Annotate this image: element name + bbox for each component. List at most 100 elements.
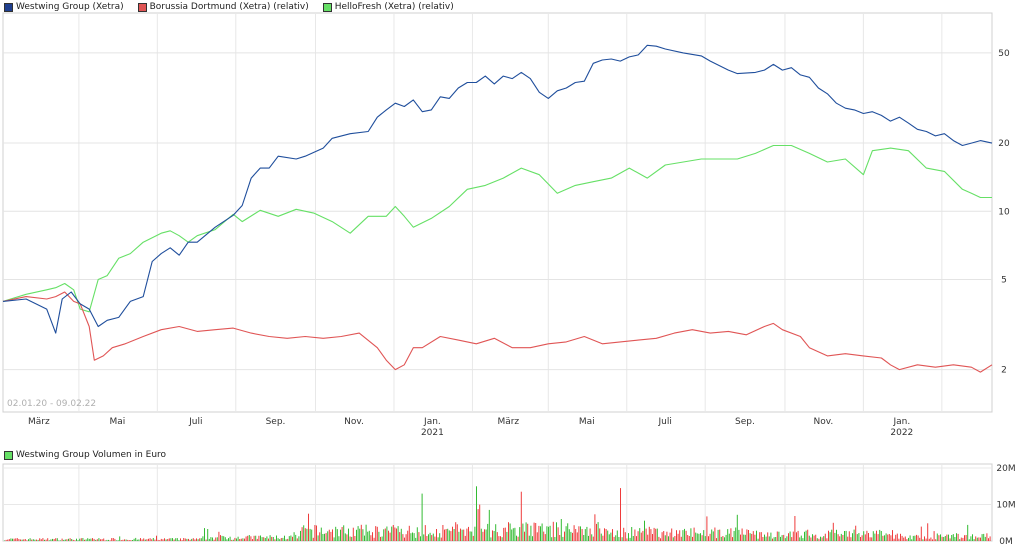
volume-bar xyxy=(282,537,284,541)
volume-bar xyxy=(757,538,759,541)
volume-bar xyxy=(863,531,865,541)
volume-bar xyxy=(29,538,31,541)
volume-bar xyxy=(236,538,237,541)
volume-bar xyxy=(463,529,465,541)
volume-bar xyxy=(413,533,415,541)
volume-bar xyxy=(436,529,437,541)
volume-bar xyxy=(288,536,290,541)
volume-bar xyxy=(135,537,137,541)
chart-legend: Westwing Group (Xetra) Borussia Dortmund… xyxy=(4,1,454,13)
volume-bar xyxy=(631,527,633,541)
volume-bar xyxy=(927,523,929,541)
volume-bar xyxy=(788,533,789,541)
volume-bar xyxy=(528,535,530,541)
volume-bar xyxy=(740,534,741,541)
volume-bar xyxy=(919,537,921,541)
volume-bar xyxy=(71,539,73,541)
volume-bar xyxy=(293,532,295,541)
volume-bar xyxy=(84,539,85,541)
volume-bar xyxy=(810,537,812,541)
volume-bar xyxy=(975,536,977,541)
volume-bar xyxy=(106,539,108,541)
x-tick-label: Nov. xyxy=(344,417,364,427)
volume-bar xyxy=(895,534,897,541)
volume-bar xyxy=(906,539,908,541)
volume-bar xyxy=(576,532,578,541)
volume-bar xyxy=(749,533,751,541)
volume-bar xyxy=(373,537,375,541)
volume-bar xyxy=(389,532,391,541)
volume-bar xyxy=(829,532,831,541)
volume-bar xyxy=(296,538,298,541)
volume-bar xyxy=(444,529,445,541)
volume-bar xyxy=(261,537,263,541)
volume-bar xyxy=(335,526,337,541)
volume-bar xyxy=(684,528,685,541)
legend-swatch-bvb xyxy=(137,2,147,12)
volume-bar xyxy=(180,538,181,541)
volume-bar xyxy=(903,537,905,541)
volume-bar xyxy=(762,537,764,541)
volume-bar xyxy=(544,534,546,541)
series-line-westwing xyxy=(2,44,993,334)
volume-bar xyxy=(309,528,311,541)
volume-bar xyxy=(397,526,399,541)
volume-bar xyxy=(292,536,293,541)
volume-bar xyxy=(378,531,380,541)
volume-bar xyxy=(660,538,661,541)
volume-bar xyxy=(730,528,732,541)
volume-bar xyxy=(924,536,925,541)
volume-bar xyxy=(367,531,369,541)
volume-bar xyxy=(674,536,676,541)
volume-bar xyxy=(677,533,679,541)
volume-bar xyxy=(608,534,610,541)
volume-bar xyxy=(290,535,292,541)
volume-bar xyxy=(572,532,573,541)
volume-bar xyxy=(583,535,585,541)
volume-bar xyxy=(300,530,301,541)
volume-bar xyxy=(364,535,365,541)
volume-bar xyxy=(461,529,463,541)
volume-bar xyxy=(108,539,109,541)
volume-bar xyxy=(645,528,647,541)
volume-bar xyxy=(332,529,333,541)
volume-bar xyxy=(26,540,28,541)
volume-bar xyxy=(799,537,801,541)
volume-bar xyxy=(717,529,719,541)
volume-bar xyxy=(682,530,684,541)
volume-bar xyxy=(36,539,37,541)
volume-bar xyxy=(189,539,191,541)
volume-bar xyxy=(532,536,533,541)
volume-bar xyxy=(132,540,133,541)
volume-bar xyxy=(604,528,605,541)
volume-bar xyxy=(575,529,577,541)
volume-bar xyxy=(516,535,517,541)
volume-bar xyxy=(370,535,372,541)
volume-bar xyxy=(943,537,945,541)
volume-bar xyxy=(504,527,506,541)
volume-bar xyxy=(736,514,738,541)
volume-bar xyxy=(911,539,913,541)
volume-bar xyxy=(573,525,575,541)
volume-bar xyxy=(533,522,535,541)
volume-bar xyxy=(316,525,317,541)
volume-bar xyxy=(805,530,807,541)
volume-bar xyxy=(122,539,124,541)
volume-bar xyxy=(647,534,649,541)
volume-bar xyxy=(128,540,130,541)
volume-bar xyxy=(596,523,597,541)
volume-bar xyxy=(589,528,591,541)
volume-bar xyxy=(221,535,223,541)
volume-bar xyxy=(184,538,186,541)
volume-frame xyxy=(2,463,993,542)
volume-bar xyxy=(64,539,66,541)
volume-bar xyxy=(146,539,148,541)
volume-bar xyxy=(944,536,946,541)
legend-item-westwing: Westwing Group (Xetra) xyxy=(4,2,124,12)
volume-bar xyxy=(245,536,247,541)
volume-bar xyxy=(92,538,93,541)
volume-bar xyxy=(754,534,756,541)
volume-bar xyxy=(480,528,482,541)
volume-bar xyxy=(628,533,629,541)
volume-bar xyxy=(428,534,429,541)
